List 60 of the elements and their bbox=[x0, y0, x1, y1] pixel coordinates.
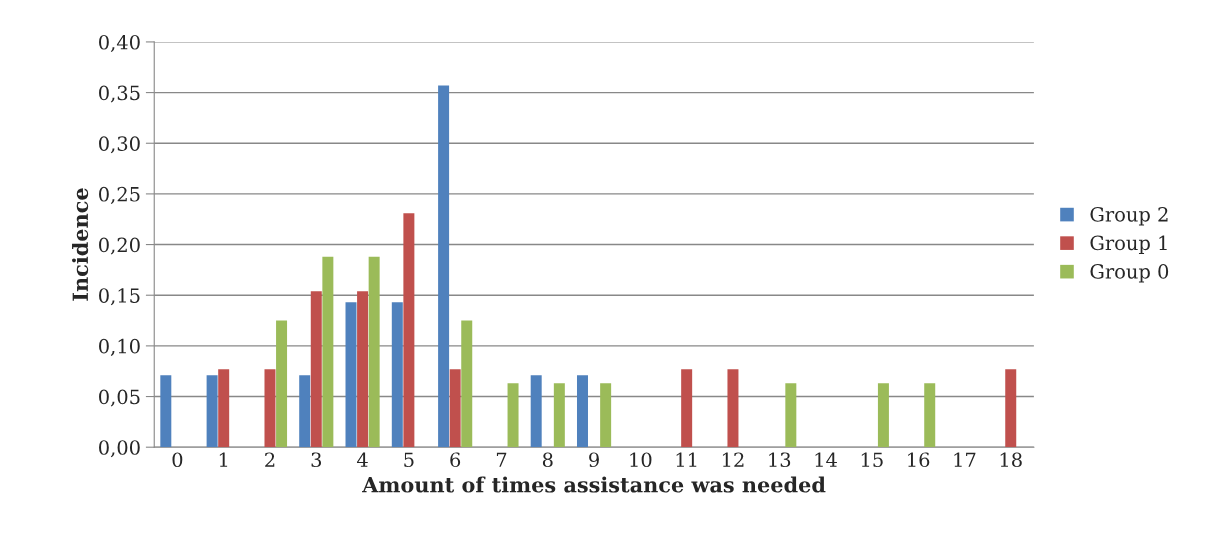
x-tick-label: 13 bbox=[769, 452, 791, 468]
bar bbox=[553, 383, 565, 448]
legend-label: Group 2 bbox=[1090, 206, 1168, 226]
x-tick-label: 6 bbox=[450, 452, 461, 468]
x-tick-label: 12 bbox=[722, 452, 744, 467]
y-tick-label: 0,05 bbox=[99, 389, 140, 407]
y-tick-label: 0,00 bbox=[99, 440, 140, 458]
bar bbox=[600, 383, 612, 448]
bar bbox=[368, 256, 380, 448]
x-tick-label: 1 bbox=[219, 452, 228, 467]
bar bbox=[357, 291, 369, 448]
y-tick-label: 0,10 bbox=[99, 338, 140, 356]
legend-label: Group 1 bbox=[1090, 235, 1167, 254]
x-tick-label: 0 bbox=[172, 452, 183, 468]
bar bbox=[1005, 369, 1017, 448]
bar bbox=[310, 291, 322, 448]
x-tick-label: 14 bbox=[815, 452, 837, 467]
x-tick-label: 3 bbox=[311, 452, 322, 468]
bar bbox=[206, 375, 218, 448]
y-axis-title: Incidence bbox=[72, 188, 89, 301]
y-tick-label: 0,25 bbox=[99, 186, 140, 204]
bar bbox=[924, 383, 936, 448]
y-tick-label: 0,20 bbox=[99, 237, 140, 255]
bar bbox=[461, 320, 473, 448]
x-tick-label: 9 bbox=[589, 452, 599, 468]
bar bbox=[785, 383, 797, 448]
x-axis-title: Amount of times assistance was needed bbox=[362, 476, 826, 493]
bar bbox=[160, 375, 172, 448]
bar bbox=[391, 302, 403, 448]
x-tick-label: 4 bbox=[356, 452, 368, 467]
x-tick-label: 16 bbox=[908, 452, 930, 468]
bar bbox=[449, 369, 461, 448]
bar bbox=[681, 369, 693, 448]
y-tick-label: 0,35 bbox=[99, 85, 140, 103]
x-tick-label: 5 bbox=[404, 452, 414, 468]
x-tick-label: 2 bbox=[265, 452, 275, 467]
x-tick-label: 7 bbox=[496, 452, 507, 467]
x-tick-label: 17 bbox=[954, 452, 976, 467]
y-tick-label: 0,15 bbox=[99, 288, 140, 306]
bar bbox=[218, 369, 230, 448]
bar bbox=[276, 320, 288, 448]
y-tick-label: 0,40 bbox=[99, 34, 140, 52]
x-tick-label: 8 bbox=[542, 452, 553, 468]
bar bbox=[877, 383, 889, 448]
bar bbox=[299, 375, 311, 448]
bar bbox=[727, 369, 739, 448]
bar bbox=[322, 256, 334, 448]
x-tick-label: 11 bbox=[676, 452, 697, 467]
bar bbox=[507, 383, 519, 448]
bar bbox=[438, 85, 450, 448]
x-tick-label: 18 bbox=[1000, 452, 1022, 468]
bar bbox=[403, 213, 415, 448]
y-tick-label: 0,30 bbox=[99, 136, 140, 154]
x-tick-label: 15 bbox=[861, 452, 883, 468]
x-tick-label: 10 bbox=[630, 452, 652, 468]
bar bbox=[576, 375, 588, 448]
legend-label: Group 0 bbox=[1090, 264, 1169, 283]
bar bbox=[264, 369, 276, 448]
bar bbox=[530, 375, 542, 448]
bar bbox=[345, 302, 357, 448]
